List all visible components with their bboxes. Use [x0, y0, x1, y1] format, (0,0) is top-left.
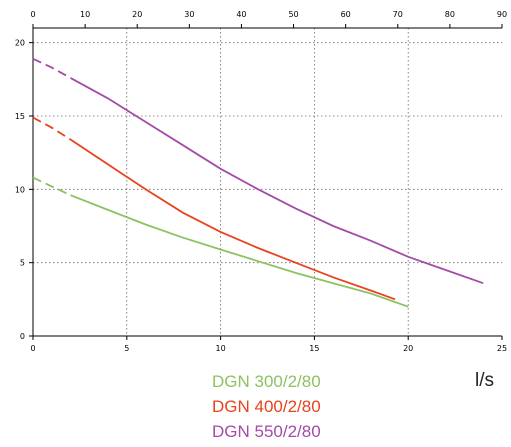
top-tick-label: 70: [393, 10, 403, 19]
y-tick-label: 5: [20, 259, 25, 268]
series-line-dashed-0: [32, 176, 71, 197]
legend-item-dgn-550: DGN 550/2/80: [212, 422, 321, 441]
top-tick-label: 30: [184, 10, 194, 19]
top-tick-label: 40: [236, 10, 246, 19]
top-tick-label: 10: [80, 10, 90, 19]
x-tick-label: 10: [216, 344, 226, 353]
series-line-dashed-1: [32, 116, 71, 141]
x-tick-label: 5: [124, 344, 129, 353]
top-tick-label: 20: [132, 10, 142, 19]
series-line-dashed-2: [32, 57, 71, 79]
top-tick-label: 60: [341, 10, 351, 19]
series-line-2: [70, 77, 484, 285]
legend-item-dgn-400: DGN 400/2/80: [212, 397, 321, 416]
x-tick-label: 0: [30, 344, 35, 353]
grid: [33, 28, 502, 336]
series-line-0: [70, 194, 409, 308]
y-tick-label: 0: [20, 332, 25, 341]
top-tick-label: 80: [445, 10, 455, 19]
top-tick-label: 50: [288, 10, 298, 19]
series-line-1: [70, 138, 396, 301]
axes: 0 5 10 15 20 25 0 10 20 30 40 50 60 70 80 90 0 5 10 15 20: [15, 10, 507, 353]
y-tick-label: 15: [15, 112, 25, 121]
y-tick-label: 10: [15, 185, 25, 194]
x-tick-label: 15: [309, 344, 319, 353]
top-tick-label: 0: [30, 10, 35, 19]
legend-item-dgn-300: DGN 300/2/80: [212, 372, 321, 391]
top-tick-label: 90: [497, 10, 507, 19]
x-tick-label: 20: [403, 344, 413, 353]
x-tick-label: 25: [497, 344, 507, 353]
x-axis-unit: l/s: [475, 370, 494, 391]
series-lines: [32, 57, 484, 308]
plot-area: [33, 28, 502, 336]
y-tick-label: 20: [15, 39, 25, 48]
